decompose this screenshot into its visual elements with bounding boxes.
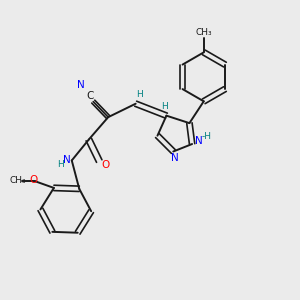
Text: C: C <box>86 91 93 101</box>
Text: H: H <box>57 160 64 169</box>
Text: N: N <box>63 154 71 165</box>
Text: H: H <box>161 102 167 111</box>
Text: N: N <box>171 153 179 163</box>
Text: N: N <box>195 136 203 146</box>
Text: CH₃: CH₃ <box>195 28 212 38</box>
Text: O: O <box>102 160 110 170</box>
Text: O: O <box>30 176 38 185</box>
Text: H: H <box>136 90 142 99</box>
Text: CH₃: CH₃ <box>9 176 26 185</box>
Text: -H: -H <box>201 132 212 141</box>
Text: N: N <box>76 80 84 90</box>
